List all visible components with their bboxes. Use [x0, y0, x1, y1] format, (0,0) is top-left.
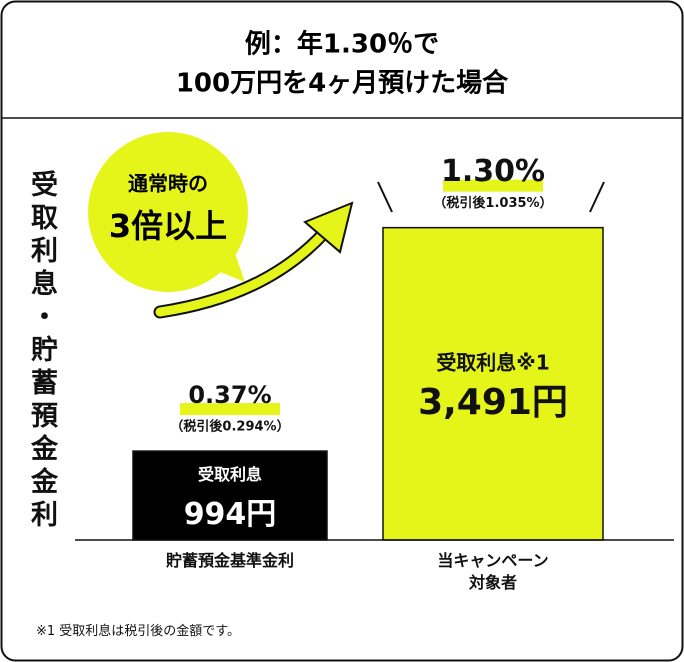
x-tick-label: 当キャンペーン 対象者	[437, 551, 549, 592]
footnote: ※1 受取利息は税引後の金額です。	[36, 624, 240, 639]
bar	[382, 226, 604, 541]
value-name: 受取利息	[198, 465, 262, 484]
callout-text: 通常時の	[128, 172, 208, 196]
callout-bubble	[88, 132, 248, 292]
value-name: 受取利息※1	[436, 350, 549, 374]
y-axis-label: 受取利息・貯蓄預金金利	[26, 170, 57, 533]
after-tax-label: （税引後1.035%）	[433, 195, 552, 211]
callout-tail	[215, 245, 245, 282]
rate-label: 0.37%	[188, 381, 271, 409]
after-tax-label: （税引後0.294%）	[170, 419, 289, 435]
arrow-head	[303, 201, 354, 254]
marks: 受取利息 994円 0.37% （税引後0.294%） 受取利息※1 3,491円 1.30…	[132, 154, 604, 541]
rate-label: 1.30%	[441, 154, 545, 189]
decor-slash	[377, 181, 393, 213]
value-label: 994円	[184, 497, 277, 532]
title-line: 100万円を4ヶ月預けた場合	[176, 68, 509, 99]
arrow	[155, 227, 330, 317]
value-label: 3,491円	[418, 382, 568, 423]
x-tick-label: 貯蓄預金基準金利	[165, 551, 294, 570]
title-line: 例：年1.30％で	[245, 29, 439, 60]
rate-highlight	[443, 179, 543, 192]
callout-text: 3倍以上	[109, 207, 227, 245]
rate-highlight	[180, 403, 280, 416]
decor-slash	[589, 181, 605, 213]
